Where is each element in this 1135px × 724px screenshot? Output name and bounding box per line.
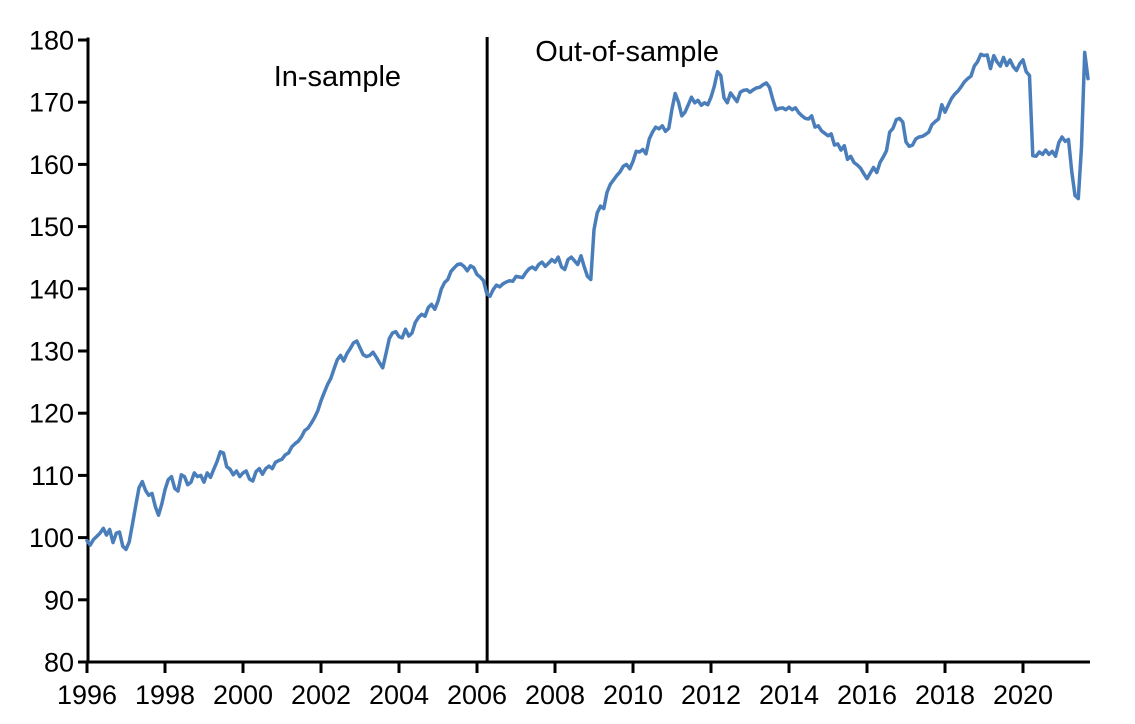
y-tick-label: 160	[29, 150, 74, 180]
x-tick-label: 2018	[915, 680, 975, 710]
x-tick-label: 2016	[837, 680, 897, 710]
data-line-series	[85, 50, 1090, 552]
y-tick-label: 170	[29, 88, 74, 118]
y-tick-label: 140	[29, 274, 74, 304]
y-tick-label: 180	[29, 26, 74, 56]
tick-labels: 80 90 100 110 120 130 140 150 160 170 180 1996 1998 2…	[29, 26, 1053, 711]
y-tick-label: 110	[31, 461, 74, 491]
y-tick-label: 120	[29, 399, 74, 429]
y-tick-label: 100	[29, 523, 74, 553]
x-tick-label: 2008	[525, 680, 585, 710]
x-tick-label: 1998	[135, 680, 195, 710]
x-tick-label: 2002	[291, 680, 351, 710]
x-tick-label: 2020	[993, 680, 1053, 710]
x-tick-label: 2012	[681, 680, 741, 710]
y-tick-label: 90	[44, 585, 74, 615]
axes	[78, 37, 1090, 673]
x-tick-label: 2006	[447, 680, 507, 710]
in-sample-label: In-sample	[274, 61, 401, 93]
x-tick-label: 1996	[57, 680, 117, 710]
x-tick-label: 2010	[603, 680, 663, 710]
x-tick-label: 2000	[213, 680, 273, 710]
x-tick-label: 2014	[759, 680, 819, 710]
y-tick-label: 150	[29, 212, 74, 242]
out-of-sample-label: Out-of-sample	[535, 36, 719, 68]
chart-annotations: In-sample Out-of-sample	[274, 36, 719, 93]
y-tick-label: 80	[44, 648, 74, 678]
x-tick-label: 2004	[369, 680, 429, 710]
y-tick-label: 130	[29, 337, 74, 367]
